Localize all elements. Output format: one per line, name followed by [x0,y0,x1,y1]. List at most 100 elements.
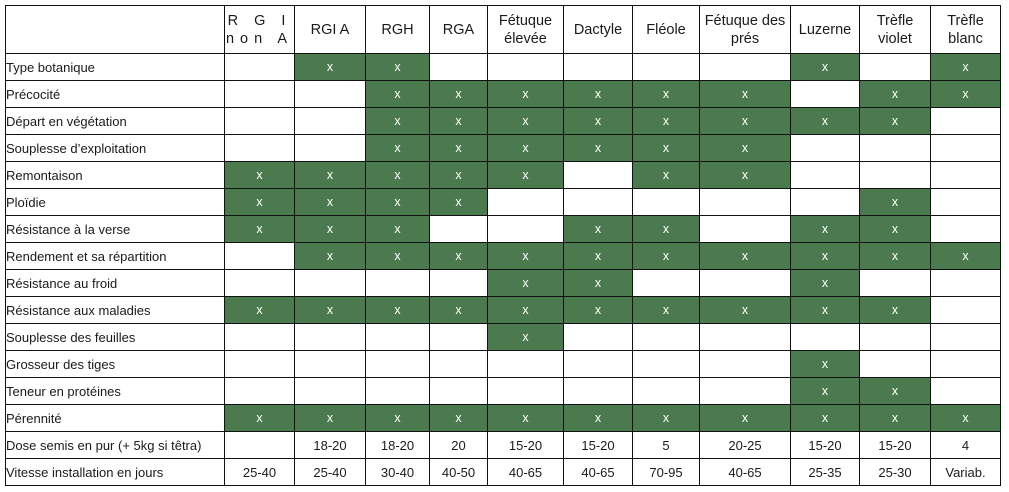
checked-cell: x [563,215,633,243]
checked-cell: x [859,188,931,216]
empty-cell [429,215,488,243]
column-header-trefle-blanc: Trèfle blanc [930,5,1001,54]
checked-cell: x [699,134,791,162]
column-header-fleole: Fléole [632,5,700,54]
checked-cell: x [632,134,700,162]
table-row: Précocité x x x x x x x x [5,80,1001,108]
row-label: Dose semis en pur (+ 5kg si têtra) [5,431,225,459]
empty-cell [632,188,700,216]
checked-cell: x [429,296,488,324]
empty-cell [487,350,564,378]
empty-cell [859,323,931,351]
checked-cell: x [563,80,633,108]
empty-cell [429,269,488,297]
empty-cell [699,377,791,405]
table-row: Pérennité x x x x x x x x x x x [5,404,1001,432]
value-cell: 18-20 [294,431,366,459]
column-header-label: RGI A [310,21,350,38]
checked-cell: x [563,296,633,324]
checked-cell: x [365,134,430,162]
value-row: Dose semis en pur (+ 5kg si têtra) 18-20 1… [5,431,1001,459]
checked-cell: x [790,404,860,432]
corner-cell [5,5,225,54]
checked-cell: x [790,377,860,405]
empty-cell [224,107,295,135]
empty-cell [859,350,931,378]
empty-cell [632,323,700,351]
header-row: R G I non A RGI A RGH RGA Fétuque élevée… [5,5,1001,54]
row-label: Résistance à la verse [5,215,225,243]
empty-cell [365,350,430,378]
empty-cell [699,215,791,243]
column-header-label: Trèfle violet [876,12,914,47]
column-header-dactyle: Dactyle [563,5,633,54]
value-cell: 25-30 [859,458,931,486]
value-cell: 30-40 [365,458,430,486]
checked-cell: x [632,161,700,189]
checked-cell: x [859,377,931,405]
empty-cell [632,269,700,297]
checked-cell: x [699,242,791,270]
checked-cell: x [365,404,430,432]
row-label: Vitesse installation en jours [5,458,225,486]
empty-cell [930,215,1001,243]
empty-cell [930,350,1001,378]
table-row: Rendement et sa répartition x x x x x x x x x x [5,242,1001,270]
empty-cell [487,53,564,81]
checked-cell: x [365,215,430,243]
checked-cell: x [429,161,488,189]
empty-cell [294,80,366,108]
checked-cell: x [632,296,700,324]
checked-cell: x [487,404,564,432]
column-header-trefle-violet: Trèfle violet [859,5,931,54]
empty-cell [294,134,366,162]
row-label: Ploïdie [5,188,225,216]
column-header-label: Fléole [646,21,686,38]
empty-cell [632,53,700,81]
value-cell: 40-65 [563,458,633,486]
value-cell: 5 [632,431,700,459]
checked-cell: x [365,80,430,108]
empty-cell [930,188,1001,216]
checked-cell: x [930,80,1001,108]
checked-cell: x [429,134,488,162]
checked-cell: x [224,188,295,216]
checked-cell: x [699,80,791,108]
checked-cell: x [790,215,860,243]
checked-cell: x [487,134,564,162]
checked-cell: x [632,107,700,135]
empty-cell [930,377,1001,405]
empty-cell [429,53,488,81]
empty-cell [699,350,791,378]
table-row: Départ en végétation x x x x x x x x [5,107,1001,135]
table-row: Résistance aux maladies x x x x x x x x x x [5,296,1001,324]
checked-cell: x [294,215,366,243]
checked-cell: x [859,80,931,108]
empty-cell [699,188,791,216]
checked-cell: x [224,404,295,432]
empty-cell [632,377,700,405]
empty-cell [699,323,791,351]
value-cell: 15-20 [487,431,564,459]
checked-cell: x [632,404,700,432]
empty-cell [224,134,295,162]
row-label: Résistance aux maladies [5,296,225,324]
row-label: Résistance au froid [5,269,225,297]
value-cell: 18-20 [365,431,430,459]
column-header-label: Dactyle [573,21,623,38]
empty-cell [563,377,633,405]
value-cell: 25-40 [294,458,366,486]
checked-cell: x [930,53,1001,81]
checked-cell: x [790,53,860,81]
empty-cell [294,107,366,135]
value-cell: 40-65 [487,458,564,486]
empty-cell [224,350,295,378]
empty-cell [563,161,633,189]
checked-cell: x [930,242,1001,270]
empty-cell [365,269,430,297]
column-header-label: R G I non A [225,12,294,47]
checked-cell: x [365,53,430,81]
checked-cell: x [294,296,366,324]
checked-cell: x [790,350,860,378]
empty-cell [224,80,295,108]
